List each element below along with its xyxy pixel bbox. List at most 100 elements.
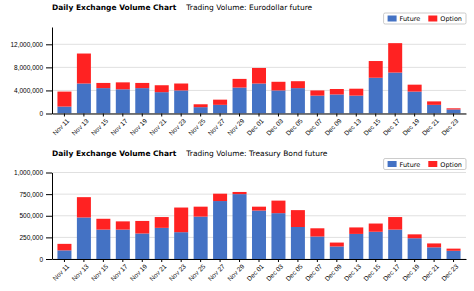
- title: Daily Exchange Volume Chart: [52, 3, 177, 12]
- tick-label: 0: [39, 110, 43, 117]
- bar: [388, 43, 402, 72]
- subtitle: Trading Volume: Treasury Bond future: [185, 149, 328, 158]
- bar: [116, 82, 130, 89]
- legend-label: Option: [440, 161, 462, 169]
- tick-label: Nov 27: [206, 262, 226, 282]
- bar: [213, 100, 227, 105]
- legend-swatch: [388, 16, 397, 22]
- bar: [194, 104, 208, 107]
- bars: [57, 43, 460, 113]
- bar: [252, 68, 266, 84]
- tick-label: Dec 03: [265, 262, 285, 282]
- tick-mark: [297, 114, 298, 117]
- bar: [310, 96, 324, 114]
- tick-label: Dec 23: [440, 117, 460, 137]
- tick: Dec 17: [382, 114, 402, 137]
- tick-mark: [297, 259, 298, 262]
- bar: [213, 105, 227, 114]
- tick: Nov 17: [109, 114, 129, 137]
- tick-label: Dec 09: [323, 262, 343, 282]
- grid-line: [52, 194, 466, 195]
- tick-label: 500,000: [20, 212, 44, 219]
- tick-label: Dec 21: [420, 262, 440, 282]
- bar: [96, 88, 110, 113]
- tick-label: Dec 13: [343, 262, 363, 282]
- tick: Dec 21: [420, 114, 440, 137]
- tick-label: Nov 13: [70, 262, 90, 282]
- tick-mark: [200, 259, 201, 262]
- tick-mark: [200, 114, 201, 117]
- bar: [116, 221, 130, 229]
- bar: [271, 90, 285, 113]
- tick: Nov 27: [206, 114, 226, 137]
- tick: Dec 15: [362, 114, 382, 137]
- tick: Nov 19: [129, 259, 149, 282]
- bar: [447, 108, 461, 109]
- tick-mark: [181, 259, 182, 262]
- tick-label: Dec 07: [304, 262, 324, 282]
- tick: Nov 29: [226, 114, 246, 137]
- tick: Nov 29: [226, 259, 246, 282]
- panel: 04,000,0008,000,00012,000,000Nov 11Nov 1…: [10, 3, 466, 137]
- tick: 1,000,000: [14, 169, 52, 176]
- tick: Dec 01: [245, 259, 265, 282]
- legend: FutureOption: [384, 13, 466, 24]
- tick-mark: [434, 259, 435, 262]
- tick-mark: [375, 259, 376, 262]
- legend-swatch: [428, 16, 437, 22]
- bar: [427, 101, 441, 104]
- bars: [57, 192, 460, 259]
- tick: 500,000: [20, 212, 53, 219]
- tick: Nov 11: [51, 259, 70, 282]
- tick-label: Dec 19: [401, 117, 421, 137]
- tick: 8,000,000: [14, 64, 52, 71]
- bar: [447, 109, 461, 113]
- tick-mark: [46, 114, 52, 115]
- tick: Dec 19: [401, 114, 421, 137]
- axis-line: [52, 28, 53, 115]
- tick-mark: [142, 259, 143, 262]
- bar: [252, 211, 266, 259]
- bar: [427, 247, 441, 259]
- tick-mark: [336, 114, 337, 117]
- y-axis: 0250,000500,000750,0001,000,000: [14, 169, 52, 263]
- tick-label: Dec 07: [304, 117, 324, 137]
- tick-label: 4,000,000: [14, 87, 43, 94]
- tick: Nov 15: [90, 114, 110, 137]
- plot-area: 04,000,0008,000,00012,000,000Nov 11Nov 1…: [10, 28, 466, 137]
- tick-label: Dec 01: [245, 117, 265, 137]
- bar: [310, 237, 324, 259]
- bar: [57, 244, 71, 250]
- tick-mark: [414, 114, 415, 117]
- tick-label: Dec 03: [265, 117, 285, 137]
- tick: Nov 21: [148, 114, 168, 137]
- tick-label: Dec 13: [343, 117, 363, 137]
- tick: Nov 13: [70, 259, 90, 282]
- tick: Nov 11: [51, 114, 70, 137]
- tick-mark: [278, 114, 279, 117]
- tick: Dec 03: [265, 259, 285, 282]
- tick-label: Dec 23: [440, 262, 460, 282]
- tick-label: Dec 01: [245, 262, 265, 282]
- grid-line: [52, 172, 466, 173]
- tick: Nov 17: [109, 259, 129, 282]
- tick-mark: [83, 114, 84, 117]
- tick-mark: [317, 114, 318, 117]
- tick-mark: [161, 114, 162, 117]
- bar: [194, 217, 208, 259]
- bar: [408, 92, 422, 114]
- tick-label: Nov 25: [187, 262, 207, 282]
- legend-frame: [384, 13, 466, 24]
- y-axis: 04,000,0008,000,00012,000,000: [10, 28, 52, 118]
- tick-mark: [414, 259, 415, 262]
- bar: [408, 234, 422, 238]
- bar: [57, 250, 71, 259]
- tick: Dec 21: [420, 259, 440, 282]
- bar: [330, 246, 344, 259]
- tick-label: Dec 09: [323, 117, 343, 137]
- tick-mark: [336, 259, 337, 262]
- tick-label: Nov 17: [109, 262, 129, 282]
- tick-mark: [83, 259, 84, 262]
- tick-mark: [239, 259, 240, 262]
- bar: [135, 88, 149, 113]
